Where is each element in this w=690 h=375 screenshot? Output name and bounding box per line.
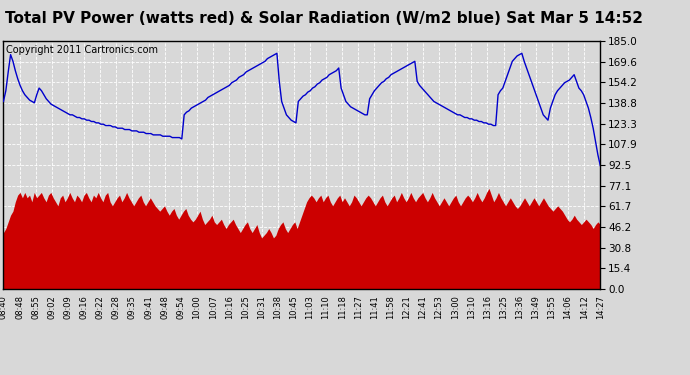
Text: Copyright 2011 Cartronics.com: Copyright 2011 Cartronics.com [6,45,159,55]
Text: Total PV Power (watts red) & Solar Radiation (W/m2 blue) Sat Mar 5 14:52: Total PV Power (watts red) & Solar Radia… [6,11,643,26]
